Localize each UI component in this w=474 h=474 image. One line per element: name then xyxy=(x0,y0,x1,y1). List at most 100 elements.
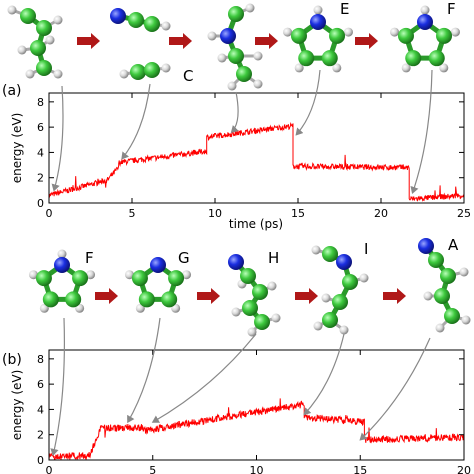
carbon-atom xyxy=(242,300,258,316)
chart-b-ylabel: energy (eV) xyxy=(10,370,24,441)
chart-a-series xyxy=(48,121,465,202)
hydrogen-atom xyxy=(53,15,63,25)
y-tick-label: 6 xyxy=(37,121,44,134)
pointer-arrow xyxy=(151,333,257,423)
transition-arrow-icon xyxy=(355,33,378,49)
x-tick-label: 10 xyxy=(250,464,264,474)
molecule-row-bottom xyxy=(28,238,471,337)
molecule-f-ring-top xyxy=(390,5,460,73)
hydrogen-atom xyxy=(267,281,277,291)
carbon-atom xyxy=(42,291,59,308)
pointer-arrow xyxy=(51,85,64,192)
structure-label-f-top: F xyxy=(447,0,456,18)
transition-arrow-icon xyxy=(255,33,278,49)
carbon-atom xyxy=(342,274,358,290)
carbon-atom xyxy=(72,270,89,287)
carbon-atom xyxy=(298,50,315,67)
transition-arrow-icon xyxy=(383,288,406,304)
molecule-hcn-fragment xyxy=(110,8,171,32)
y-tick-label: 0 xyxy=(37,197,44,210)
carbon-atom xyxy=(444,308,460,324)
structure-labels-top: C E F xyxy=(183,0,456,85)
panel-label-b: (b) xyxy=(2,352,22,368)
hydrogen-atom xyxy=(227,81,237,91)
hydrogen-atom xyxy=(343,27,353,37)
y-tick-label: 4 xyxy=(37,403,44,416)
x-tick-label: 15 xyxy=(353,464,367,474)
hydrogen-atom xyxy=(313,321,323,331)
carbon-atom xyxy=(290,27,307,44)
carbon-atom xyxy=(428,50,445,67)
transition-arrow-icon xyxy=(197,288,220,304)
chart-b-series xyxy=(48,398,465,461)
hydrogen-atom xyxy=(339,325,349,335)
nitrogen-atom xyxy=(220,28,236,44)
hydrogen-atom xyxy=(231,307,241,317)
hydrogen-atom xyxy=(161,63,171,73)
pointer-arrow xyxy=(303,333,345,416)
pointer-arrow xyxy=(230,91,239,134)
hydrogen-atom xyxy=(217,53,227,63)
carbon-atom xyxy=(436,27,453,44)
hydrogen-atom xyxy=(161,21,171,31)
transition-arrow-icon xyxy=(77,33,100,49)
chart-a-frame xyxy=(48,92,465,204)
structure-label-c: C xyxy=(183,67,193,85)
chart-panel-b: (b) 0 5 10 15 20 0 2 4 6 8 energy (eV) xyxy=(2,317,471,474)
structure-label-g: G xyxy=(178,249,190,267)
molecule-g-ring xyxy=(124,257,192,313)
structure-label-a: A xyxy=(448,236,459,254)
carbon-atom xyxy=(35,270,52,287)
nitrogen-atom xyxy=(110,8,126,24)
energy-series-line xyxy=(48,398,465,461)
carbon-atom xyxy=(252,284,268,300)
panel-label-a: (a) xyxy=(2,83,22,99)
carbon-atom xyxy=(36,20,52,36)
chart-a-pointers xyxy=(51,69,433,195)
transition-arrows xyxy=(77,33,406,304)
hydrogen-atom xyxy=(57,249,67,259)
hydrogen-atom xyxy=(420,5,430,15)
pointer-arrow xyxy=(50,317,66,457)
molecule-d-chain-n xyxy=(207,3,263,91)
nitrogen-atom xyxy=(150,257,166,273)
y-tick-label: 2 xyxy=(37,429,44,442)
carbon-atom xyxy=(428,252,444,268)
y-tick-label: 4 xyxy=(37,146,44,159)
hydrogen-atom xyxy=(53,69,63,79)
hydrogen-atom xyxy=(332,63,342,73)
transition-arrow-icon xyxy=(95,288,118,304)
nitrogen-atom xyxy=(336,254,352,270)
y-tick-label: 6 xyxy=(37,378,44,391)
carbon-atom xyxy=(440,268,456,284)
hydrogen-atom xyxy=(207,31,217,41)
hydrogen-atom xyxy=(423,291,433,301)
energy-series-line xyxy=(48,121,465,202)
hydrogen-atom xyxy=(283,27,293,37)
x-tick-label: 10 xyxy=(208,207,222,220)
hydrogen-atom xyxy=(401,63,411,73)
x-tick-label: 20 xyxy=(374,207,388,220)
transition-arrow-icon xyxy=(295,288,318,304)
molecule-row-top xyxy=(7,3,460,91)
x-tick-label: 0 xyxy=(46,207,53,220)
carbon-atom xyxy=(434,288,450,304)
carbon-atom xyxy=(236,66,252,82)
nitrogen-atom xyxy=(417,14,433,30)
hydrogen-atom xyxy=(86,270,96,280)
hydrogen-atom xyxy=(182,270,192,280)
nitrogen-atom xyxy=(54,257,70,273)
hydrogen-atom xyxy=(311,245,321,255)
hydrogen-atom xyxy=(461,315,471,325)
molecule-i-chain xyxy=(311,245,369,335)
molecule-a-chain xyxy=(418,238,471,333)
carbon-atom xyxy=(240,268,256,284)
hydrogen-atom xyxy=(459,267,469,277)
carbon-atom xyxy=(332,294,348,310)
carbon-atom xyxy=(254,314,270,330)
molecule-e-ring xyxy=(283,5,353,73)
hydrogen-atom xyxy=(119,69,129,79)
carbon-atom xyxy=(405,50,422,67)
hydrogen-atom xyxy=(17,45,27,55)
